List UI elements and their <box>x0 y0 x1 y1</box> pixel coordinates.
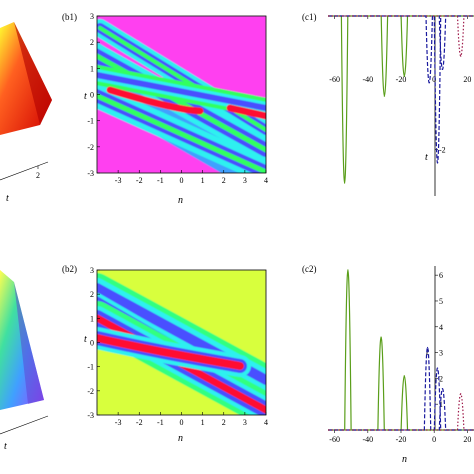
x-tick-label: -60 <box>329 75 340 84</box>
x-tick-label: 0 <box>432 435 436 444</box>
peak-point <box>436 367 439 369</box>
x-tick-label: -40 <box>362 75 373 84</box>
y-tick-label: 3 <box>90 12 94 21</box>
y-tick-label: -1 <box>87 117 94 126</box>
y-tick-label: 2 <box>439 374 443 383</box>
y-tick-label: -3 <box>87 169 94 178</box>
axis-label-b2-x: n <box>178 433 183 444</box>
x-tick-label: 2 <box>222 176 226 185</box>
peak-point <box>428 82 430 84</box>
x-tick-label: -60 <box>329 435 340 444</box>
peak-point <box>343 182 346 184</box>
peak-point <box>441 388 444 390</box>
peak-point <box>380 336 382 338</box>
x-tick-label: -1 <box>157 418 164 427</box>
peak-point <box>347 269 349 271</box>
series-line <box>328 347 474 431</box>
axis-label-b1-y: t <box>84 91 87 102</box>
x-tick-label: -1 <box>157 176 164 185</box>
axis-label-c1-y: t <box>425 152 428 163</box>
y-tick-label: 3 <box>90 266 94 275</box>
panel-c1: (c1) -60 -40 -20 0 20 -2 t <box>302 12 474 196</box>
x-tick-label: -3 <box>115 176 122 185</box>
axis-label-c2-y: t <box>426 347 429 358</box>
axis-label-a1: t <box>6 193 9 204</box>
y-tick-label: 5 <box>439 297 443 306</box>
ticks-c1: -60 -40 -20 0 20 -2 <box>329 16 471 155</box>
series-c2 <box>328 269 474 431</box>
x-tick-label: 20 <box>463 435 471 444</box>
x-tick-label: -2 <box>136 176 143 185</box>
axis-label-b2-y: t <box>84 334 87 345</box>
panel-b1: (b1) -3 -2 -1 0 1 2 3 4 -3 -2 -1 0 1 2 3 <box>62 12 268 206</box>
x-tick-label: -2 <box>136 418 143 427</box>
y-tick-label: 4 <box>439 323 443 332</box>
y-tick-label: 0 <box>90 91 94 100</box>
series-c1 <box>328 15 474 184</box>
ticks-b2: -3 -2 -1 0 1 2 3 4 -3 -2 -1 0 1 2 3 <box>87 266 268 427</box>
peak-point <box>403 375 405 377</box>
peak-point <box>383 95 386 97</box>
x-tick-label: 4 <box>264 418 268 427</box>
panel-label-b2: (b2) <box>62 264 77 274</box>
y-tick-label: -2 <box>87 143 94 152</box>
x-tick-label: 0 <box>180 176 184 185</box>
y-tick-label: -1 <box>87 363 94 372</box>
x-tick-label: -40 <box>362 435 373 444</box>
axis-label-c2-x: n <box>402 454 407 465</box>
panel-label-b1: (b1) <box>62 12 77 22</box>
peak-point <box>460 393 462 395</box>
x-tick-label: 0 <box>180 418 184 427</box>
y-tick-label: -2 <box>439 146 446 155</box>
tick-a1: 2 <box>36 171 40 180</box>
x-tick-label: 3 <box>243 418 247 427</box>
series-line <box>328 269 474 431</box>
x-tick-label: 4 <box>264 176 268 185</box>
y-tick-label: 6 <box>439 271 443 280</box>
panel-b2: (b2) -3 -2 -1 0 1 2 3 4 -3 -2 -1 0 1 2 3 t n <box>62 264 268 444</box>
x-tick-label: -20 <box>396 435 407 444</box>
x-tick-label: 1 <box>201 418 205 427</box>
series-line <box>328 15 474 164</box>
peak-point <box>403 75 405 77</box>
x-tick-label: 2 <box>222 418 226 427</box>
y-tick-label: -3 <box>87 411 94 420</box>
axis-label-a2: t <box>4 441 7 452</box>
x-tick-label: -3 <box>115 418 122 427</box>
y-tick-label: 2 <box>90 38 94 47</box>
series-line <box>328 15 474 184</box>
panel-a1: 2 t <box>0 22 52 204</box>
ticks-b1: -3 -2 -1 0 1 2 3 4 -3 -2 -1 0 1 2 3 <box>87 12 268 185</box>
panel-label-c1: (c1) <box>302 12 317 22</box>
peak-point <box>460 55 462 57</box>
peak-point <box>441 68 444 71</box>
y-tick-label: 1 <box>90 64 94 73</box>
axis-a2-t <box>0 415 49 435</box>
panel-a2: t <box>0 270 49 452</box>
y-tick-label: -2 <box>87 387 94 396</box>
axis-label-b1-x: n <box>178 195 183 206</box>
y-tick-label: 3 <box>439 349 443 358</box>
x-tick-label: 0 <box>432 75 436 84</box>
y-tick-label: 1 <box>90 314 94 323</box>
x-tick-label: 3 <box>243 176 247 185</box>
peak-point <box>436 162 439 164</box>
x-tick-label: 20 <box>463 75 471 84</box>
x-tick-label: 1 <box>201 176 205 185</box>
y-tick-label: 0 <box>90 339 94 348</box>
x-tick-label: -20 <box>396 75 407 84</box>
surface-a1 <box>0 22 52 135</box>
peak-point <box>426 346 429 349</box>
axis-a1-t <box>0 161 49 181</box>
y-tick-label: 2 <box>90 290 94 299</box>
panel-label-c2: (c2) <box>302 264 317 274</box>
